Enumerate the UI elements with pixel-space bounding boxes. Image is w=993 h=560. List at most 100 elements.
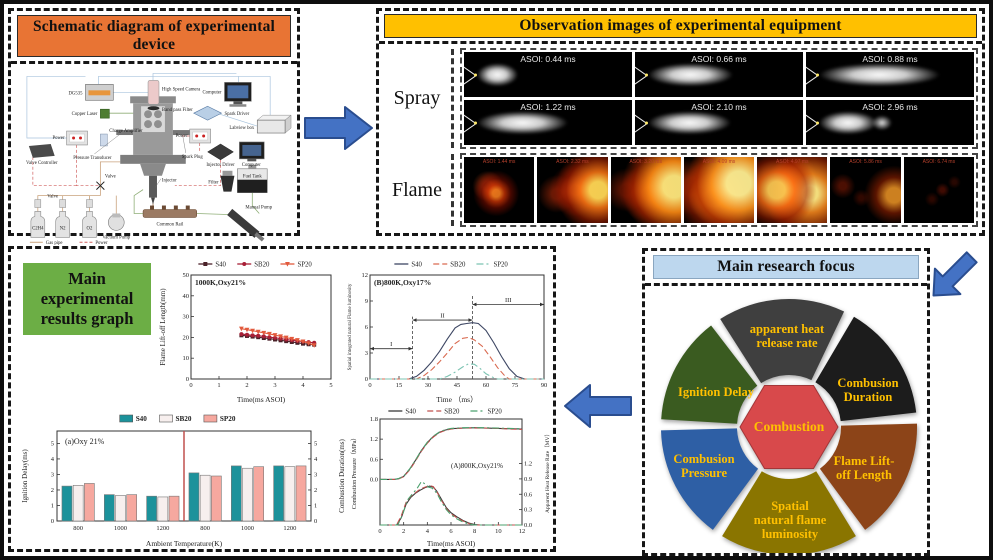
- svg-text:75: 75: [512, 382, 519, 389]
- svg-text:III: III: [505, 297, 512, 304]
- injector-tip-marker: [645, 73, 648, 77]
- svg-text:Power: Power: [52, 136, 65, 141]
- flame-image: ASOI: 2.32 ms: [537, 157, 608, 223]
- wheel-segment-label: Combusion Duration: [837, 376, 899, 404]
- computer-right-icon: [239, 141, 265, 162]
- svg-text:10: 10: [495, 528, 502, 535]
- valve-controller-icon: [28, 143, 55, 158]
- svg-text:C2H4: C2H4: [32, 226, 44, 231]
- svg-text:0: 0: [314, 518, 317, 525]
- wheel-segment-label: apparent heat release rate: [749, 322, 825, 350]
- svg-text:8: 8: [473, 528, 476, 535]
- wheel-segment-label: Flame Lift- off Length: [833, 454, 895, 482]
- section-observation: Observation images of experimental equip…: [376, 8, 985, 236]
- injector-driver-icon: [207, 143, 234, 161]
- svg-text:Time(ms ASOI): Time(ms ASOI): [427, 539, 476, 548]
- flame-image: ASOI: 1.44 ms: [464, 157, 535, 223]
- svg-text:Common Rail: Common Rail: [156, 222, 183, 227]
- svg-text:High Speed Camera: High Speed Camera: [162, 87, 201, 92]
- svg-text:Time （ms）: Time （ms）: [436, 395, 477, 404]
- svg-text:(A)800K,Oxy21%: (A)800K,Oxy21%: [451, 462, 503, 470]
- flame-image: ASOI: 6.74 ms: [903, 157, 974, 223]
- svg-text:800: 800: [200, 525, 210, 532]
- vacuum-pump-icon: [108, 213, 125, 231]
- svg-text:Spark Driver: Spark Driver: [224, 112, 249, 117]
- schematic-diagram: DG535 Copper Laser High Speed Camera Band p…: [26, 73, 292, 253]
- injector-tip-marker: [645, 121, 648, 125]
- focus-header-wrap: Main research focus: [645, 251, 927, 286]
- svg-text:Spatial integrated natural Fla: Spatial integrated natural Flame luminos…: [348, 283, 353, 370]
- flow-arrow-diagonal: [932, 251, 978, 297]
- spray-image: ASOI: 0.88 ms: [806, 52, 974, 98]
- svg-text:S40: S40: [136, 415, 148, 423]
- focus-header: Main research focus: [653, 255, 919, 279]
- svg-text:Combustion Pressure（MPa）: Combustion Pressure（MPa）: [351, 435, 358, 510]
- svg-text:4: 4: [314, 456, 318, 463]
- wheel-segment-label: Spatial natural flame luminosity: [753, 499, 827, 541]
- svg-text:Spark Plug: Spark Plug: [182, 155, 204, 160]
- research-focus-wheel: Combustion apparent heat release rate Com…: [645, 286, 927, 553]
- spray-row: Spray ASOI: 0.44 ms ASOI: 0.66 ms ASOI: …: [383, 46, 978, 151]
- spark-driver-icon: [193, 105, 223, 121]
- svg-text:Valve: Valve: [47, 195, 58, 200]
- svg-text:20: 20: [183, 334, 190, 341]
- wheel-segment-label: Combusion Pressure: [673, 452, 735, 480]
- spray-image: ASOI: 2.96 ms: [806, 100, 974, 146]
- svg-text:5: 5: [314, 440, 317, 447]
- svg-text:0.0: 0.0: [370, 476, 378, 483]
- svg-text:1: 1: [314, 502, 317, 509]
- flame-image: ASOI: 5.86 ms: [830, 157, 901, 223]
- svg-text:2: 2: [314, 487, 317, 494]
- filter-icon: [220, 170, 235, 192]
- dg535-icon: [85, 84, 114, 101]
- injector-tip-marker: [474, 73, 477, 77]
- power-right-icon: [189, 128, 211, 144]
- svg-text:Flame Lift-off Length(mm): Flame Lift-off Length(mm): [159, 288, 167, 366]
- svg-text:0.0: 0.0: [524, 522, 532, 529]
- svg-text:Band pass Filter: Band pass Filter: [162, 108, 193, 113]
- svg-text:1200: 1200: [156, 525, 169, 532]
- spray-label: Spray: [383, 49, 454, 149]
- spray-image: ASOI: 0.66 ms: [635, 52, 803, 98]
- svg-text:SP20: SP20: [220, 415, 236, 423]
- flame-image: ASOI: 4.97 ms: [757, 157, 828, 223]
- svg-text:50: 50: [183, 272, 190, 279]
- svg-text:0: 0: [365, 376, 368, 383]
- svg-text:N2: N2: [60, 226, 66, 231]
- flame-liftoff-chart: 0 1 2 3 4 5 0 10 20 30 40 50 Time(ms ASOI) Flame Lift…: [157, 255, 341, 405]
- flame-label: Flame: [383, 154, 454, 226]
- flow-arrow-left: [564, 384, 632, 428]
- injector-tip-marker: [816, 73, 819, 77]
- svg-text:5: 5: [51, 440, 54, 447]
- svg-text:1.2: 1.2: [370, 436, 378, 443]
- power-left-icon: [66, 130, 88, 146]
- svg-text:1.8: 1.8: [370, 416, 378, 423]
- svg-text:2: 2: [51, 487, 54, 494]
- spray-image: ASOI: 0.44 ms: [464, 52, 632, 98]
- svg-text:30: 30: [425, 382, 432, 389]
- svg-text:SB20: SB20: [450, 261, 466, 268]
- svg-text:800: 800: [73, 525, 83, 532]
- svg-text:0.9: 0.9: [524, 476, 532, 483]
- camera-icon: [147, 80, 160, 111]
- svg-text:0.3: 0.3: [524, 507, 532, 514]
- svg-text:Combustion Duration(ms): Combustion Duration(ms): [338, 438, 346, 512]
- schematic-header: Schematic diagram of experimental device: [17, 15, 291, 57]
- svg-text:5: 5: [329, 382, 332, 389]
- results-title-box: Main experimental results graph: [23, 263, 151, 335]
- svg-text:SB20: SB20: [254, 261, 270, 268]
- flame-row: Flame ASOI: 1.44 ms ASOI: 2.32 ms ASOI: …: [383, 151, 978, 229]
- svg-text:3: 3: [314, 471, 317, 478]
- svg-text:10: 10: [183, 355, 190, 362]
- svg-text:1: 1: [217, 382, 220, 389]
- svg-text:Computer: Computer: [242, 163, 261, 168]
- flame-image: ASOI: 3.20 ms: [610, 157, 681, 223]
- svg-text:S40: S40: [405, 408, 416, 415]
- svg-text:Pressure Transducer: Pressure Transducer: [73, 156, 112, 161]
- section-schematic: Schematic diagram of experimental device: [8, 8, 300, 253]
- labview-box-icon: [256, 114, 292, 134]
- svg-text:Gas pipe: Gas pipe: [46, 241, 63, 246]
- svg-text:S40: S40: [215, 261, 226, 268]
- observation-header: Observation images of experimental equip…: [384, 14, 977, 38]
